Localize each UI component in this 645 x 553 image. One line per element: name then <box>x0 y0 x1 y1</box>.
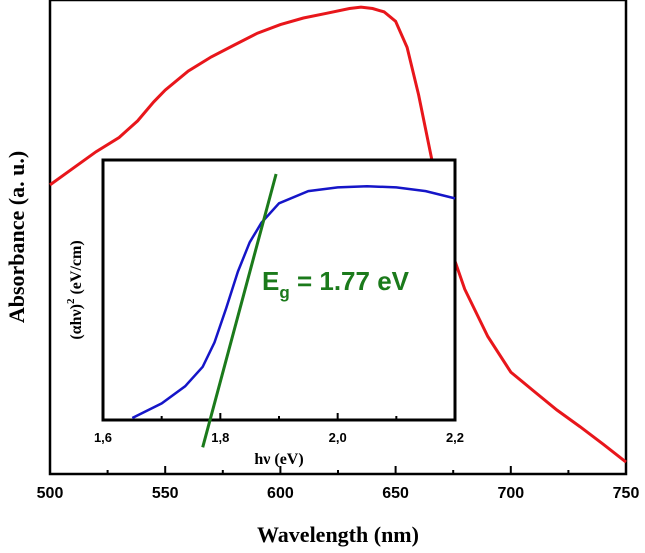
inset-y-axis-title: (αhν)2 (eV/cm) <box>65 240 85 339</box>
inset-x-tick-label: 1,6 <box>94 430 112 445</box>
inset-x-ticks: 1,6 1,8 2,0 2,2 <box>94 413 464 445</box>
linear-fit-line <box>201 173 278 448</box>
main-x-tick-label: 550 <box>152 485 179 502</box>
main-x-tick-label: 600 <box>267 485 294 502</box>
inset-x-tick-label: 2,2 <box>446 430 464 445</box>
main-x-tick-label: 650 <box>382 485 409 502</box>
absorbance-series-line <box>49 5 627 464</box>
main-x-tick-label: 700 <box>497 485 524 502</box>
main-y-axis-title: Absorbance (a. u.) <box>4 151 29 323</box>
band-gap-annotation: Eg = 1.77 eV <box>262 266 410 302</box>
tauc-series-line <box>131 184 456 420</box>
main-x-tick-label: 750 <box>613 485 640 502</box>
main-x-axis-title: Wavelength (nm) <box>257 522 419 547</box>
main-x-ticks: 500 550 600 650 700 750 <box>37 466 640 502</box>
inset-x-tick-label: 1,8 <box>211 430 229 445</box>
inset-x-axis-title: hν (eV) <box>254 451 303 468</box>
inset-x-tick-label: 2,0 <box>329 430 347 445</box>
main-x-tick-label: 500 <box>37 485 64 502</box>
